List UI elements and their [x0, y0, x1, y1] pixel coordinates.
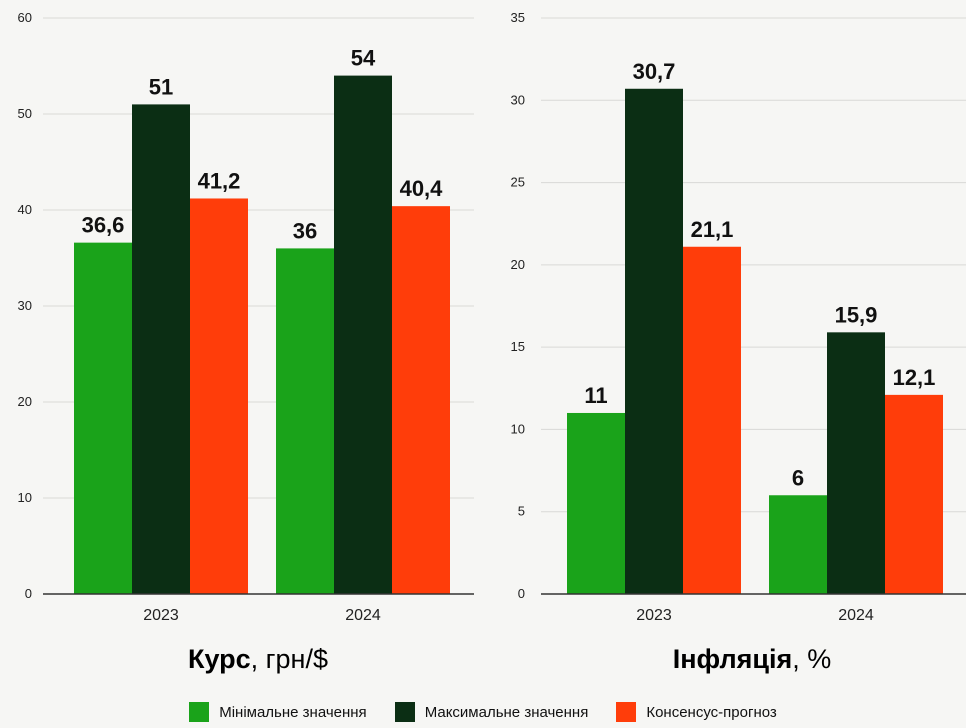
bar-2024-3	[392, 206, 450, 594]
legend-item-consensus: Консенсус-прогноз	[616, 702, 777, 722]
chart-title-unit: , %	[792, 644, 831, 674]
bar-2023-3	[190, 198, 248, 595]
bar-2024-3	[885, 394, 943, 594]
bar-value-label: 36	[293, 218, 317, 243]
chart-1: 0 10 20 30 40 50 60 36,6 51 41,2 2023 36 54 40,4 2024 К…	[18, 10, 474, 674]
x-category-label: 2023	[143, 607, 179, 624]
x-category-label: 2024	[838, 607, 874, 624]
y-tick-label: 5	[518, 504, 525, 519]
legend-item-max: Максимальне значення	[394, 702, 589, 722]
y-tick-label: 15	[511, 339, 525, 354]
legend-label-min: Мінімальне значення	[219, 703, 367, 721]
chart-title-main: Курс	[188, 644, 251, 674]
y-tick-label: 0	[25, 586, 32, 601]
bar-2023-1	[567, 412, 625, 594]
bar-value-label: 36,6	[82, 213, 125, 238]
bar-2023-2	[625, 88, 683, 594]
bar-2024-2	[334, 75, 392, 595]
y-tick-label: 20	[18, 394, 32, 409]
y-tick-label: 30	[511, 92, 525, 107]
y-tick-label: 35	[511, 10, 525, 25]
bar-2023-2	[132, 104, 190, 595]
chart-title: Курс, грн/$	[188, 644, 328, 674]
y-tick-label: 0	[518, 586, 525, 601]
x-category-label: 2023	[636, 607, 672, 624]
bar-value-label: 15,9	[835, 302, 878, 327]
legend-label-max: Максимальне значення	[424, 703, 589, 721]
bar-value-label: 12,1	[893, 365, 936, 390]
bar-value-label: 41,2	[198, 168, 241, 193]
y-tick-label: 40	[18, 202, 32, 217]
y-tick-label: 30	[18, 298, 32, 313]
bar-2023-1	[74, 242, 132, 594]
bar-2024-2	[827, 332, 885, 594]
bar-2024-1	[276, 248, 334, 594]
legend-swatch-min	[189, 702, 210, 722]
bar-value-label: 11	[584, 383, 607, 408]
chart-2: 0 5 10 15 20 25 30 35 11 30,7 21,1 2023 6 15,9 12,1 202…	[511, 10, 966, 674]
bar-2023-3	[683, 246, 741, 595]
chart-title-unit: , грн/$	[251, 644, 328, 674]
legend-swatch-consensus	[616, 702, 637, 722]
legend: Мінімальне значення Максимальне значення…	[0, 702, 966, 722]
legend-item-min: Мінімальне значення	[189, 702, 367, 722]
chart-title: Інфляція, %	[673, 644, 832, 674]
bar-value-label: 30,7	[633, 59, 676, 84]
y-tick-label: 20	[511, 257, 525, 272]
legend-label-consensus: Консенсус-прогноз	[646, 703, 777, 721]
y-tick-label: 50	[18, 106, 32, 121]
bar-value-label: 40,4	[400, 176, 444, 201]
bar-2024-1	[769, 495, 827, 594]
bar-value-label: 51	[149, 74, 173, 99]
chart-title-main: Інфляція	[673, 644, 793, 674]
charts-svg: 010203040506036,65141,22023365440,42024К…	[18, 10, 966, 674]
y-tick-label: 25	[511, 175, 525, 190]
y-tick-label: 10	[18, 490, 32, 505]
y-tick-label: 10	[511, 421, 525, 436]
legend-swatch-max	[394, 702, 415, 722]
bar-value-label: 21,1	[691, 217, 734, 242]
bar-value-label: 54	[351, 46, 376, 71]
x-category-label: 2024	[345, 607, 381, 624]
bar-value-label: 6	[792, 465, 804, 490]
y-tick-label: 60	[18, 10, 32, 25]
